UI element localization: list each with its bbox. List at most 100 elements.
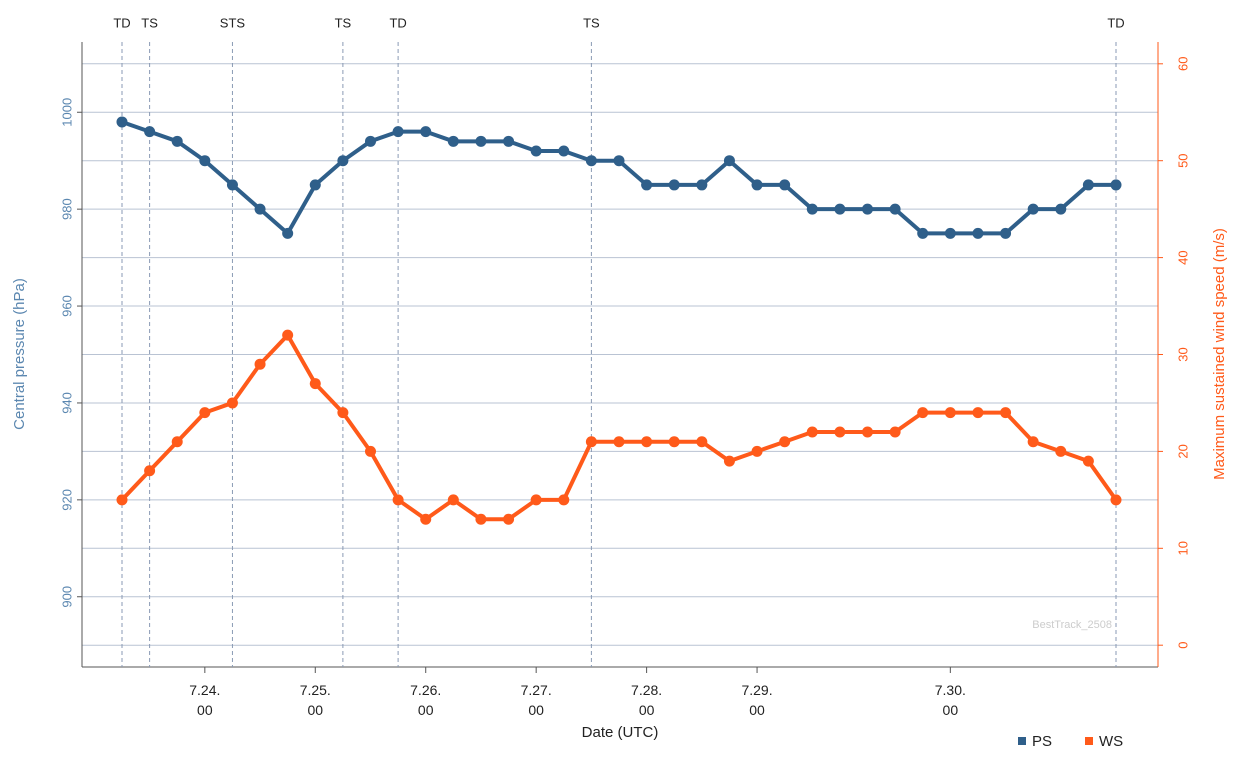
point	[337, 155, 349, 167]
stage-label: TS	[583, 15, 600, 30]
point	[779, 436, 791, 448]
y2-tick-label: 20	[1175, 444, 1190, 458]
stage-label: TS	[335, 15, 352, 30]
y2-tick-label: 50	[1175, 153, 1190, 167]
y2-tick-label: 0	[1175, 642, 1190, 649]
y-tick-label: 940	[59, 392, 74, 414]
x-tick-label: 7.29. 00	[741, 682, 773, 718]
point	[558, 145, 570, 157]
point	[447, 494, 459, 506]
point	[475, 513, 487, 525]
point	[199, 407, 211, 419]
point	[641, 179, 653, 191]
point	[309, 378, 321, 390]
point	[254, 203, 266, 215]
point	[751, 179, 763, 191]
point	[558, 494, 570, 506]
point	[199, 155, 211, 167]
point	[1055, 203, 1067, 215]
grid	[82, 63, 1158, 646]
point	[447, 135, 459, 147]
point	[1027, 203, 1039, 215]
point	[1110, 494, 1122, 506]
point	[834, 203, 846, 215]
point	[116, 494, 128, 506]
point	[696, 436, 708, 448]
point	[751, 445, 763, 457]
point	[779, 179, 791, 191]
point	[862, 203, 873, 215]
point	[1055, 445, 1067, 457]
y2-tick-label: 60	[1175, 57, 1190, 71]
watermark: BestTrack_2508	[1032, 619, 1112, 631]
point	[144, 126, 156, 138]
y-axis-label: Central pressure (hPa)	[11, 278, 28, 430]
point	[1000, 407, 1012, 419]
point	[420, 513, 432, 525]
x-tick-label: 7.28. 00	[631, 682, 663, 718]
point	[806, 426, 818, 438]
point	[282, 329, 294, 341]
point	[1110, 179, 1122, 191]
legend-swatch	[1085, 737, 1093, 745]
stage-label: TD	[113, 15, 130, 30]
point	[420, 126, 432, 138]
point	[503, 513, 515, 525]
legend-label: PS	[1032, 733, 1052, 750]
point	[392, 494, 404, 506]
point	[1000, 227, 1012, 239]
point	[613, 155, 625, 167]
point	[723, 455, 735, 467]
point	[696, 179, 708, 191]
point	[1082, 455, 1094, 467]
point	[723, 155, 735, 167]
point	[641, 436, 653, 448]
point	[226, 397, 238, 409]
point	[365, 135, 376, 147]
y2-axis-label: Maximum sustained wind speed (m/s)	[1211, 228, 1228, 480]
point	[1027, 436, 1039, 448]
point	[282, 227, 294, 239]
point	[309, 179, 321, 191]
series-line	[121, 120, 1116, 236]
y-tick-label: 900	[59, 586, 74, 608]
stage-label: TS	[141, 15, 158, 30]
point	[1082, 179, 1094, 191]
stage-label: TD	[389, 15, 406, 30]
x-axis-label: Date (UTC)	[582, 724, 659, 741]
stage-label: TD	[1107, 15, 1124, 30]
point	[365, 445, 376, 457]
series-line	[120, 333, 1118, 522]
x-tick-label: 7.24. 00	[189, 682, 221, 718]
point	[944, 407, 956, 419]
point	[862, 426, 873, 438]
point	[889, 426, 901, 438]
point	[392, 126, 404, 138]
x-tick-label: 7.26. 00	[410, 682, 442, 718]
stage-label: STS	[220, 15, 246, 30]
point	[585, 155, 597, 167]
point	[116, 116, 128, 128]
y2-tick-label: 40	[1175, 250, 1190, 264]
point	[530, 494, 542, 506]
x-tick-label: 7.30. 00	[934, 682, 966, 718]
point	[972, 227, 984, 239]
point	[668, 436, 680, 448]
point	[972, 407, 984, 419]
point	[917, 407, 929, 419]
point	[144, 465, 156, 477]
x-tick-label: 7.25. 00	[299, 682, 331, 718]
legend-swatch	[1018, 737, 1026, 745]
point	[944, 227, 956, 239]
point	[254, 358, 266, 370]
point	[503, 135, 515, 147]
y-tick-label: 960	[59, 295, 74, 317]
legend-label: WS	[1099, 733, 1123, 750]
x-tick-label: 7.27. 00	[520, 682, 552, 718]
y-tick-label: 980	[59, 198, 74, 220]
point	[530, 145, 542, 157]
point	[889, 203, 901, 215]
point	[668, 179, 680, 191]
